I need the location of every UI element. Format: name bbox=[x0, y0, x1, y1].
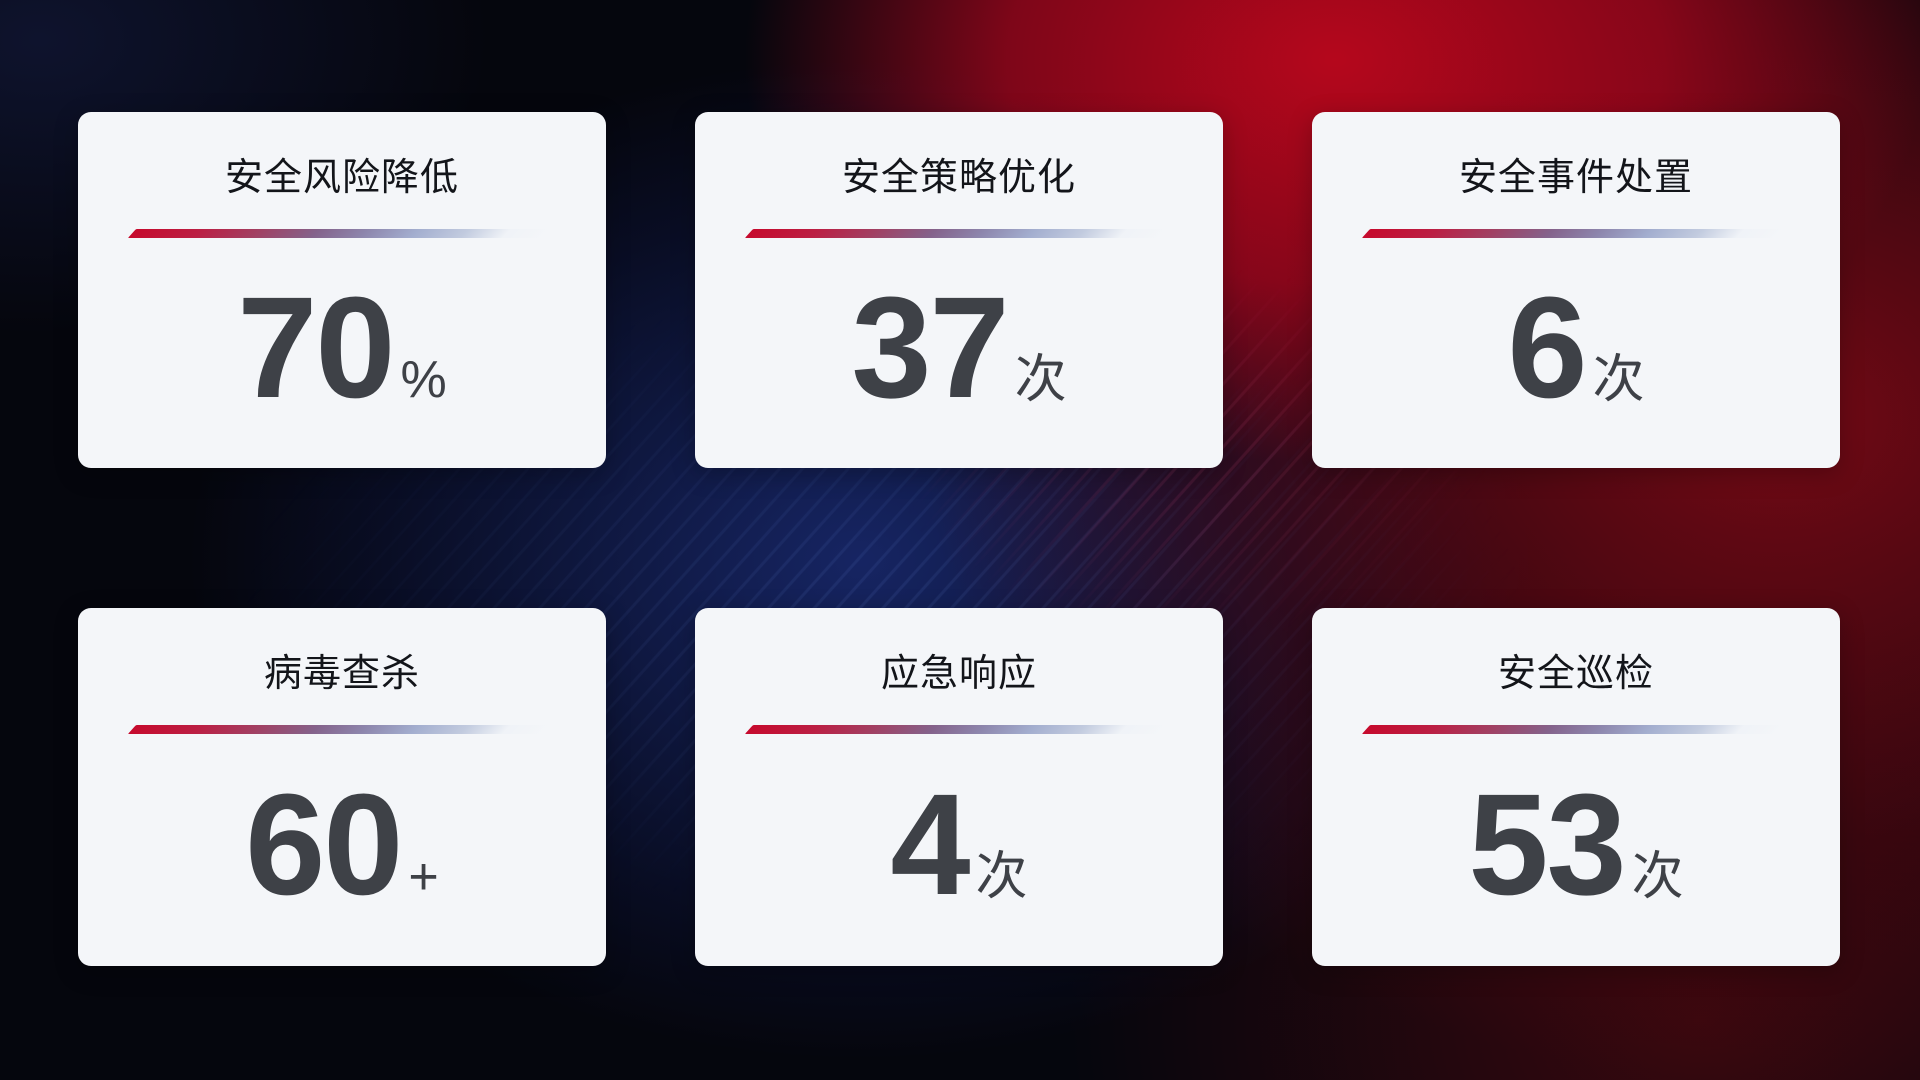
stat-block: 60 + bbox=[78, 734, 606, 966]
stat-value: 60 bbox=[245, 764, 403, 925]
card-title: 安全风险降低 bbox=[224, 157, 459, 199]
stat-value: 70 bbox=[237, 267, 395, 428]
card-title: 安全事件处置 bbox=[1458, 157, 1693, 199]
stat-unit: 次 bbox=[1592, 351, 1645, 409]
divider-container bbox=[1312, 725, 1840, 734]
stat-block: 4 次 bbox=[695, 734, 1223, 966]
gradient-divider bbox=[127, 229, 552, 238]
stat-block: 53 次 bbox=[1312, 734, 1840, 966]
stat-unit: 次 bbox=[1014, 351, 1067, 409]
card-title: 安全策略优化 bbox=[841, 157, 1076, 199]
stat-block: 37 次 bbox=[695, 238, 1223, 468]
card-title: 病毒查杀 bbox=[263, 653, 420, 695]
stat-unit: 次 bbox=[975, 848, 1028, 906]
divider-container bbox=[78, 725, 606, 734]
divider-container bbox=[1312, 229, 1840, 238]
gradient-divider bbox=[1361, 229, 1786, 238]
stat-card-policy-optimization: 安全策略优化 37 次 bbox=[695, 112, 1223, 468]
gradient-divider bbox=[127, 725, 552, 734]
stat-value: 4 bbox=[890, 764, 970, 925]
stat-block: 70 % bbox=[78, 238, 606, 468]
stat-value: 53 bbox=[1468, 764, 1626, 925]
stat-card-emergency-response: 应急响应 4 次 bbox=[695, 608, 1223, 966]
stat-card-security-inspection: 安全巡检 53 次 bbox=[1312, 608, 1840, 966]
card-title: 安全巡检 bbox=[1497, 653, 1654, 695]
divider-container bbox=[695, 725, 1223, 734]
card-title: 应急响应 bbox=[880, 653, 1037, 695]
stat-unit: % bbox=[400, 351, 447, 409]
stat-card-risk-reduction: 安全风险降低 70 % bbox=[78, 112, 606, 468]
stat-card-incident-handling: 安全事件处置 6 次 bbox=[1312, 112, 1840, 468]
stat-card-virus-scan: 病毒查杀 60 + bbox=[78, 608, 606, 966]
stat-unit: + bbox=[408, 848, 439, 906]
divider-container bbox=[695, 229, 1223, 238]
stat-value: 37 bbox=[851, 267, 1009, 428]
gradient-divider bbox=[744, 725, 1169, 734]
gradient-divider bbox=[744, 229, 1169, 238]
stat-block: 6 次 bbox=[1312, 238, 1840, 468]
gradient-divider bbox=[1361, 725, 1786, 734]
stat-unit: 次 bbox=[1631, 848, 1684, 906]
divider-container bbox=[78, 229, 606, 238]
stat-value: 6 bbox=[1507, 267, 1587, 428]
